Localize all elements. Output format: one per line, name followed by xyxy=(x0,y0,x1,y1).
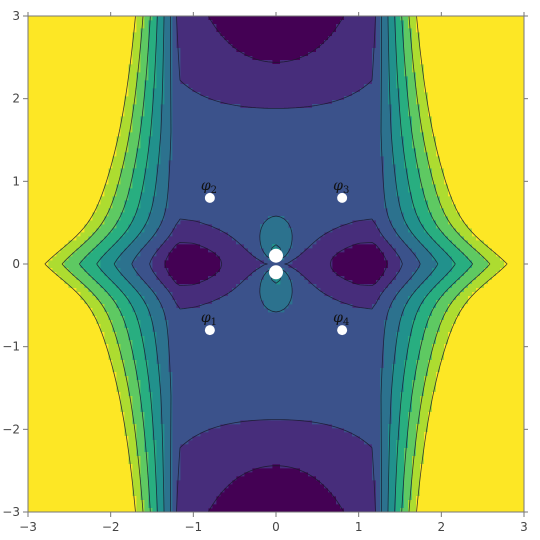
contour-line-1 xyxy=(149,16,403,512)
point-label-φ3: φ3 xyxy=(333,178,349,196)
point-label-φ1: φ1 xyxy=(201,310,217,328)
point-labels: φ1 φ2 φ3 φ4 xyxy=(201,178,349,328)
y-tick-label-6: 3 xyxy=(12,9,20,23)
y-tick-label-5: 2 xyxy=(12,92,20,106)
y-tick-label-1: −2 xyxy=(2,422,20,436)
contour-lines xyxy=(44,16,508,512)
contour-line-2 xyxy=(131,16,421,512)
contour-line-4 xyxy=(96,16,456,512)
contour-line-0 xyxy=(164,16,388,512)
contour-band-8 xyxy=(28,16,524,512)
contour-line-5 xyxy=(78,16,474,512)
point-φ4 xyxy=(337,325,348,336)
singular-point-1 xyxy=(269,265,283,280)
x-tick-label-1: −2 xyxy=(102,520,120,534)
point-φ1 xyxy=(204,325,215,336)
y-tick-label-2: −1 xyxy=(2,340,20,354)
point-markers xyxy=(204,192,348,336)
singular-point-0 xyxy=(269,248,283,263)
x-tick-label-3: 0 xyxy=(272,520,280,534)
point-φ2 xyxy=(204,192,215,203)
x-axis: −3 −2 −1 0 1 2 3 xyxy=(19,12,528,534)
x-tick-label-6: 3 xyxy=(520,520,528,534)
contour-line-6 xyxy=(61,16,491,512)
x-tick-label-4: 1 xyxy=(355,520,363,534)
contour-band-2 xyxy=(132,16,421,512)
x-tick-label-0: −3 xyxy=(19,520,37,534)
point-label-φ4: φ4 xyxy=(333,310,349,328)
x-tick-label-5: 2 xyxy=(438,520,446,534)
contour-band-0 xyxy=(164,16,389,512)
contour-line-7 xyxy=(44,16,508,512)
y-tick-label-3: 0 xyxy=(12,257,20,271)
x-tick-label-2: −1 xyxy=(184,520,202,534)
y-axis: −3 −2 −1 0 1 2 3 xyxy=(2,9,528,519)
plot-area xyxy=(28,16,524,512)
contour-line-3 xyxy=(113,16,439,512)
point-label-φ2: φ2 xyxy=(201,178,217,196)
point-φ3 xyxy=(337,192,348,203)
y-tick-label-4: 1 xyxy=(12,174,20,188)
y-tick-label-0: −3 xyxy=(2,505,20,519)
contour-bands xyxy=(28,16,524,512)
